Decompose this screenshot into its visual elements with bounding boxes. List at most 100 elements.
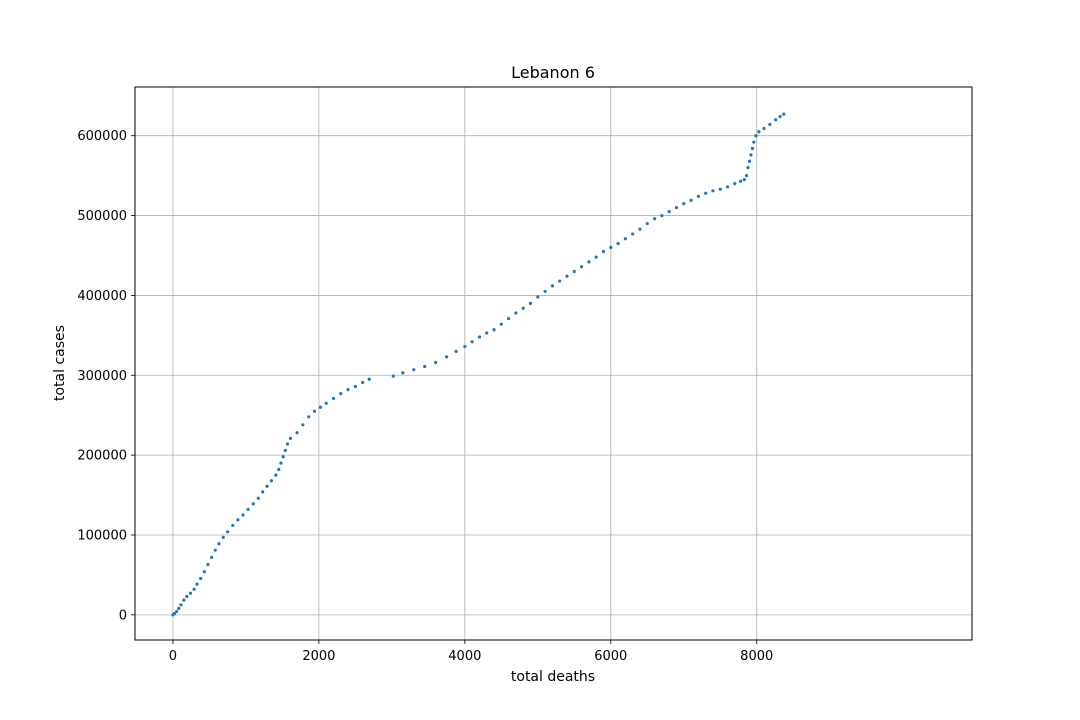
data-point	[470, 340, 474, 344]
data-point	[324, 401, 328, 405]
data-point	[274, 473, 278, 477]
x-tick-label: 8000	[740, 649, 773, 664]
data-point	[579, 265, 584, 269]
data-point	[492, 328, 496, 332]
data-point	[454, 349, 458, 353]
data-point	[594, 255, 598, 259]
data-point	[609, 245, 613, 250]
y-tick-label: 300000	[77, 369, 127, 384]
data-point	[718, 187, 722, 191]
data-point	[192, 587, 196, 591]
data-point	[778, 114, 782, 119]
data-point	[645, 221, 649, 226]
data-point	[660, 213, 664, 218]
data-point	[182, 598, 186, 602]
chart-title: Lebanon 6	[511, 63, 595, 82]
data-point	[331, 396, 336, 401]
data-point	[667, 209, 671, 214]
data-point	[188, 591, 193, 595]
data-point	[696, 194, 700, 199]
y-axis-label: total cases	[52, 325, 68, 401]
data-point	[312, 409, 317, 413]
data-point	[295, 431, 299, 435]
y-tick-label: 600000	[77, 129, 127, 144]
data-point	[367, 377, 371, 381]
data-point	[269, 479, 274, 483]
y-tick-label: 400000	[77, 289, 127, 304]
data-point	[746, 166, 750, 170]
y-tick-label: 100000	[77, 528, 127, 543]
data-point	[217, 542, 221, 546]
data-point	[226, 530, 230, 534]
data-point	[444, 355, 449, 359]
data-point	[177, 606, 181, 611]
x-axis-ticks: 0 2000 4000 6000 8000	[169, 640, 773, 664]
data-point	[283, 448, 287, 452]
data-point	[752, 140, 756, 144]
data-point	[206, 562, 210, 567]
data-point	[231, 523, 235, 528]
data-point	[616, 241, 620, 246]
data-point	[565, 274, 569, 278]
data-point	[246, 507, 250, 512]
data-point	[768, 122, 772, 127]
data-point	[185, 594, 189, 599]
data-point	[463, 344, 467, 349]
data-point	[353, 384, 357, 389]
data-point	[301, 423, 305, 427]
data-point	[288, 436, 293, 440]
data-point	[199, 576, 203, 581]
data-point	[251, 502, 255, 506]
x-tick-label: 4000	[448, 649, 481, 664]
data-point	[623, 237, 627, 241]
data-point	[711, 189, 715, 193]
grid-lines	[135, 87, 972, 640]
data-point	[195, 582, 199, 586]
data-point	[265, 484, 269, 488]
data-point	[704, 191, 708, 195]
scatter-points	[171, 112, 786, 617]
data-point	[236, 518, 240, 522]
data-point	[210, 555, 214, 559]
data-point	[172, 612, 177, 616]
data-point	[674, 205, 679, 210]
data-point	[750, 146, 754, 151]
data-point	[631, 232, 635, 236]
data-point	[213, 548, 217, 552]
x-axis-label: total deaths	[511, 669, 595, 685]
data-point	[543, 289, 547, 294]
data-point	[528, 301, 533, 306]
data-point	[339, 392, 343, 396]
data-point	[725, 185, 730, 189]
data-point	[285, 442, 290, 446]
data-point	[391, 374, 395, 378]
data-point	[401, 371, 405, 375]
data-point	[423, 364, 427, 369]
data-point	[733, 182, 737, 186]
x-tick-label: 6000	[594, 649, 627, 664]
data-point	[550, 284, 555, 288]
data-point	[256, 496, 260, 500]
data-point	[318, 405, 322, 409]
data-point	[202, 570, 206, 574]
data-point	[485, 331, 489, 335]
data-point	[477, 335, 482, 339]
data-point	[754, 134, 758, 138]
data-point	[747, 159, 752, 163]
data-point	[434, 360, 438, 365]
data-point	[261, 490, 265, 494]
data-point	[499, 322, 503, 326]
data-point	[279, 461, 283, 465]
data-point	[739, 179, 743, 183]
data-point	[361, 380, 365, 385]
data-point	[587, 260, 591, 264]
data-point	[412, 368, 416, 372]
data-point	[572, 269, 576, 274]
data-point	[277, 467, 281, 472]
data-point	[744, 174, 749, 178]
data-point	[179, 603, 183, 607]
data-point	[782, 112, 786, 116]
data-point	[762, 126, 766, 131]
y-tick-label: 200000	[77, 449, 127, 464]
data-point	[521, 306, 525, 310]
